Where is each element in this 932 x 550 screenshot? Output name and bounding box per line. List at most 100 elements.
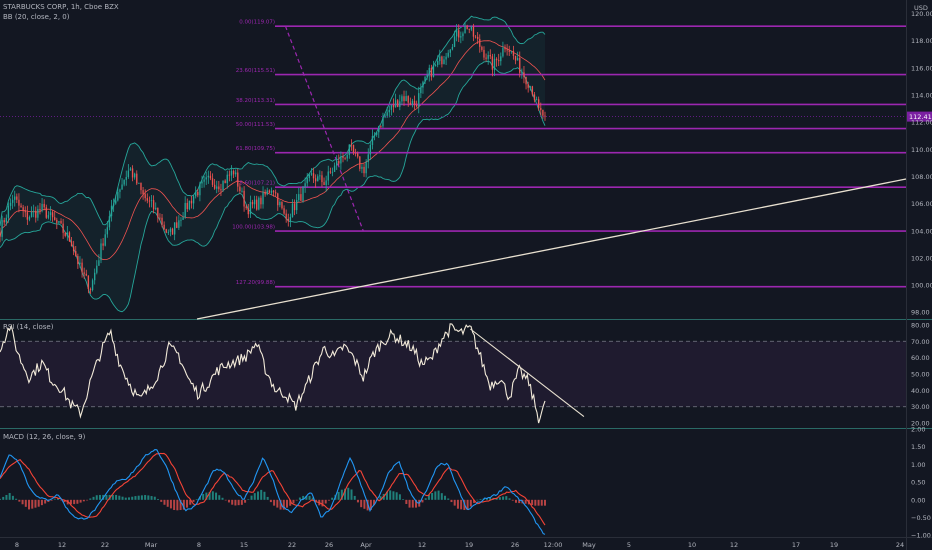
candle-body — [352, 145, 355, 153]
candle-body — [403, 96, 405, 102]
candle-body — [121, 184, 123, 190]
time-axis[interactable]: 8 12 22 Mar 8 15 22 26 Apr 12 19 26 12:00 May 5 10 12 17 1… — [15, 541, 904, 549]
macd-histogram-bar — [240, 499, 243, 505]
candle-body — [20, 205, 22, 208]
candle-body — [28, 216, 31, 220]
candle-body — [342, 156, 344, 158]
candle-body — [411, 100, 414, 105]
candle-body — [62, 223, 64, 233]
price-tick-label: 120.00 — [911, 10, 932, 18]
candle-body — [274, 192, 277, 194]
candle-body — [319, 175, 321, 177]
candle-body — [138, 182, 140, 184]
macd-histogram-bar — [434, 491, 437, 500]
macd-histogram-bar — [456, 499, 459, 509]
candle-body — [102, 243, 104, 246]
candle-body — [291, 203, 294, 217]
macd-axis[interactable]: 2.00 1.50 1.00 0.50 0.00 −0.50 −1.00 — [911, 426, 931, 540]
candle-body — [487, 55, 489, 59]
price-tick-label: 106.00 — [911, 200, 932, 208]
candlestick-series — [0, 22, 546, 294]
candle-body — [498, 60, 500, 62]
bb-fill — [0, 16, 545, 312]
macd-histogram-bar — [28, 499, 31, 510]
candle-body — [357, 153, 359, 157]
rsi-indicator-label[interactable]: RSI (14, close) — [3, 323, 54, 331]
macd-histogram-bar — [237, 499, 240, 506]
time-tick-label: 26 — [325, 541, 333, 549]
candle-body — [176, 222, 178, 228]
support-trendline[interactable] — [196, 178, 907, 320]
macd-histogram-bar — [305, 495, 308, 500]
candle-body — [333, 165, 336, 172]
candle-body — [119, 189, 121, 192]
macd-indicator-label[interactable]: MACD (12, 26, close, 9) — [3, 433, 86, 441]
candle-body — [407, 96, 409, 103]
rsi-axis[interactable]: 80.00 70.00 60.00 50.00 40.00 30.00 20.00 — [911, 321, 930, 427]
candle-body — [18, 199, 20, 206]
macd-histogram-bar — [405, 499, 408, 504]
price-axis[interactable]: 120.00 118.00 116.00 114.00 112.00 110.00 108.… — [911, 10, 932, 317]
candle-body — [266, 190, 268, 195]
candle-body — [464, 25, 466, 34]
candle-body — [489, 55, 491, 57]
candle-body — [500, 56, 502, 62]
macd-histogram-bar — [173, 499, 176, 511]
candle-body — [186, 202, 188, 210]
fib-level-label: 50.00(111.53) — [236, 122, 275, 128]
candle-body — [521, 72, 523, 74]
fib-trend-connector[interactable] — [284, 25, 364, 232]
candle-body — [277, 193, 279, 206]
candle-body — [470, 26, 473, 30]
candle-body — [409, 102, 412, 105]
candle-body — [209, 175, 212, 179]
macd-histogram-bar — [344, 488, 347, 500]
macd-histogram-bar — [379, 496, 382, 500]
macd-histogram-bar — [24, 499, 27, 507]
macd-histogram-bar — [95, 495, 98, 500]
candle-body — [32, 210, 35, 212]
candle-body — [256, 199, 258, 210]
candle-body — [340, 156, 342, 164]
macd-histogram-bar — [121, 496, 124, 500]
candle-body — [30, 211, 33, 217]
candle-body — [188, 200, 191, 210]
macd-histogram-bar — [424, 498, 427, 500]
macd-histogram-bar — [37, 499, 40, 507]
candle-body — [182, 217, 184, 220]
macd-histogram-bar — [324, 499, 327, 504]
candle-body — [302, 186, 304, 201]
candle-body — [323, 182, 325, 185]
macd-histogram-bar — [127, 497, 130, 500]
macd-histogram-bar — [137, 495, 140, 500]
macd-histogram-bar — [263, 491, 266, 500]
macd-histogram-bar — [273, 499, 276, 506]
macd-histogram-bar — [50, 499, 53, 501]
candle-body — [306, 177, 308, 184]
macd-histogram-bar — [124, 497, 127, 500]
candle-body — [136, 173, 138, 184]
candle-body — [460, 36, 462, 38]
candle-body — [112, 203, 115, 206]
macd-histogram-bar — [421, 499, 424, 503]
candle-body — [420, 87, 422, 94]
macd-histogram-bar — [134, 496, 137, 500]
candle-body — [476, 36, 479, 39]
rsi-tick-label: 50.00 — [911, 371, 930, 379]
fib-retracement[interactable]: 0.00(119.07) 23.60(115.51) 38.20(113.31) 50… — [232, 20, 906, 288]
candle-body — [325, 180, 327, 185]
bb-lower-band — [0, 60, 546, 313]
rsi-trendline[interactable] — [470, 328, 585, 417]
candle-body — [504, 47, 506, 50]
candle-body — [216, 186, 218, 189]
candle-body — [495, 58, 498, 61]
candle-body — [375, 132, 378, 135]
price-drawings[interactable]: 112.41 — [0, 111, 932, 320]
symbol-header[interactable]: STARBUCKS CORP, 1h, Cboe BZX — [3, 3, 119, 11]
candle-body — [131, 168, 134, 178]
bb-indicator-label[interactable]: BB (20, close, 2, 0) — [3, 13, 70, 21]
macd-histogram-bar — [153, 496, 156, 500]
time-tick-label: 19 — [465, 541, 473, 549]
macd-histogram-bar — [340, 489, 343, 500]
